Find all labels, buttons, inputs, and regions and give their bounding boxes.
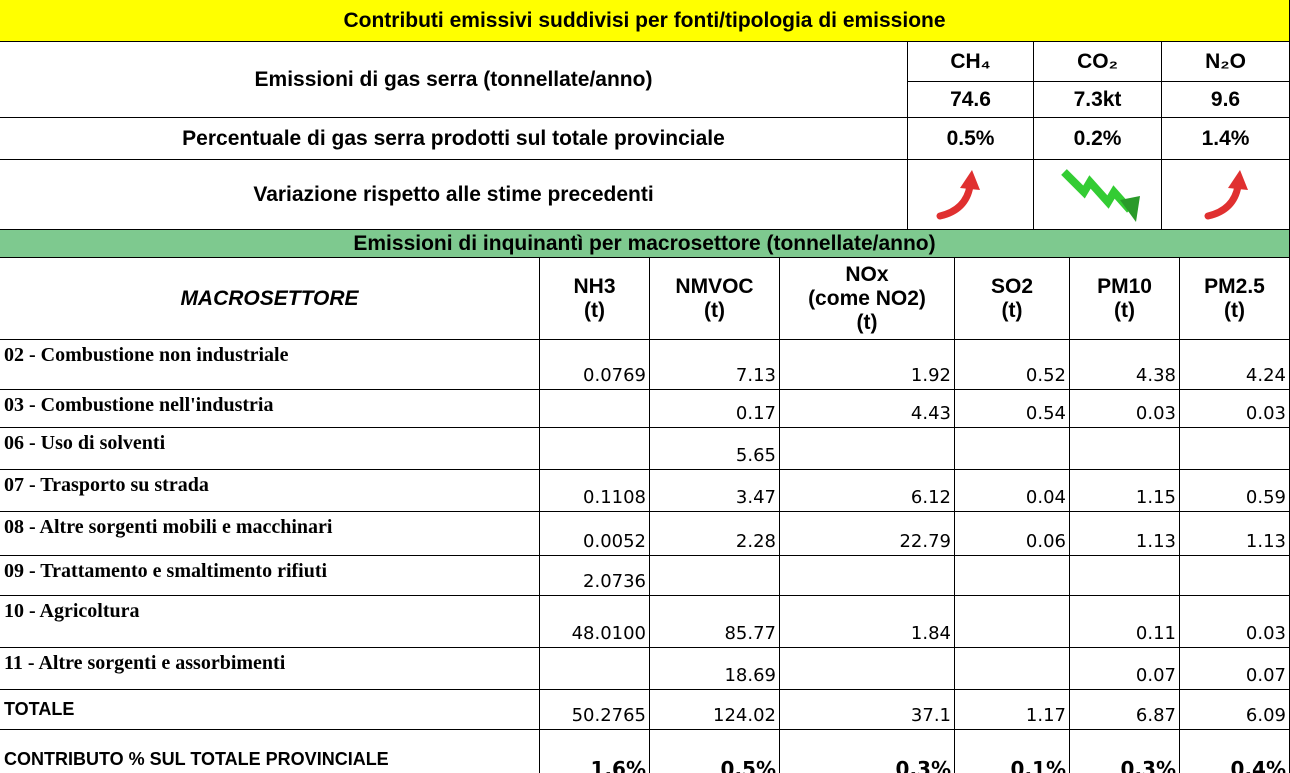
emission-value: 5.65: [649, 427, 780, 470]
column-header: PM10 (t): [1069, 257, 1180, 340]
gas-value: 7.3kt: [1033, 81, 1162, 118]
emission-value: 18.69: [649, 647, 780, 690]
emission-value: 0.52: [954, 339, 1070, 390]
sector-name: 06 - Uso di solventi: [0, 427, 540, 470]
emission-value: 1.13: [1069, 511, 1180, 556]
emission-value: [539, 427, 650, 470]
emission-value: 0.04: [954, 469, 1070, 512]
column-header: MACROSETTORE: [0, 257, 540, 340]
sector-name: 08 - Altre sorgenti mobili e macchinari: [0, 511, 540, 556]
emission-value: [1069, 427, 1180, 470]
emission-value: 22.79: [779, 511, 955, 556]
emission-value: 0.11: [1069, 595, 1180, 648]
emission-value: 6.12: [779, 469, 955, 512]
trend-up-arrow: [936, 170, 980, 220]
emission-value: 7.13: [649, 339, 780, 390]
sheet-title: Contributi emissivi suddivisi per fonti/…: [0, 0, 1290, 42]
total-value: 6.87: [1069, 689, 1180, 730]
emission-value: 0.1108: [539, 469, 650, 512]
contribution-value: 0.3%: [1069, 729, 1180, 773]
sector-name: 10 - Agricoltura: [0, 595, 540, 648]
sector-name: 09 - Trattamento e smaltimento rifiuti: [0, 555, 540, 596]
total-value: 1.17: [954, 689, 1070, 730]
gas-percent: 0.2%: [1033, 117, 1162, 160]
emission-value: 3.47: [649, 469, 780, 512]
emission-value: 0.0052: [539, 511, 650, 556]
contribution-value: 0.5%: [649, 729, 780, 773]
gas-name: N₂O: [1161, 41, 1290, 82]
emission-value: 0.03: [1069, 389, 1180, 428]
total-value: 37.1: [779, 689, 955, 730]
emission-value: [954, 427, 1070, 470]
emission-value: 0.03: [1179, 595, 1290, 648]
emission-value: [954, 595, 1070, 648]
sector-name: 02 - Combustione non industriale: [0, 339, 540, 390]
emission-value: 0.03: [1179, 389, 1290, 428]
emission-value: [779, 427, 955, 470]
total-label: TOTALE: [0, 689, 540, 730]
emission-value: [954, 555, 1070, 596]
emission-value: 1.15: [1069, 469, 1180, 512]
sector-name: 03 - Combustione nell'industria: [0, 389, 540, 428]
emission-value: [779, 555, 955, 596]
contribution-value: 0.4%: [1179, 729, 1290, 773]
total-value: 124.02: [649, 689, 780, 730]
pollutants-title: Emissioni di inquinantì per macrosettore…: [0, 229, 1290, 258]
emission-value: 0.59: [1179, 469, 1290, 512]
emission-value: 1.92: [779, 339, 955, 390]
contribution-value: 0.1%: [954, 729, 1070, 773]
emission-value: 4.24: [1179, 339, 1290, 390]
gas-name: CO₂: [1033, 41, 1162, 82]
emission-value: 85.77: [649, 595, 780, 648]
percent-label: Percentuale di gas serra prodotti sul to…: [0, 117, 908, 160]
emission-value: [539, 647, 650, 690]
column-header: NOx (come NO2) (t): [779, 257, 955, 340]
contribution-label: CONTRIBUTO % SUL TOTALE PROVINCIALE: [0, 729, 540, 773]
emission-value: 0.0769: [539, 339, 650, 390]
emission-value: 0.07: [1069, 647, 1180, 690]
total-value: 6.09: [1179, 689, 1290, 730]
emission-value: [649, 555, 780, 596]
gas-value: 9.6: [1161, 81, 1290, 118]
emission-value: 4.43: [779, 389, 955, 428]
emission-value: 48.0100: [539, 595, 650, 648]
emission-value: 2.0736: [539, 555, 650, 596]
trend-down-arrow: [1061, 169, 1140, 222]
column-header: PM2.5 (t): [1179, 257, 1290, 340]
emission-value: [1069, 555, 1180, 596]
emission-value: 0.54: [954, 389, 1070, 428]
column-header: SO2 (t): [954, 257, 1070, 340]
sector-name: 11 - Altre sorgenti e assorbimenti: [0, 647, 540, 690]
sector-name: 07 - Trasporto su strada: [0, 469, 540, 512]
contribution-value: 1.6%: [539, 729, 650, 773]
emission-value: 0.17: [649, 389, 780, 428]
emission-value: 0.06: [954, 511, 1070, 556]
emission-value: 0.07: [1179, 647, 1290, 690]
emission-value: 1.84: [779, 595, 955, 648]
contribution-value: 0.3%: [779, 729, 955, 773]
variation-label: Variazione rispetto alle stime precedent…: [0, 159, 908, 230]
gas-name: CH₄: [907, 41, 1034, 82]
emission-value: [779, 647, 955, 690]
emission-value: 4.38: [1069, 339, 1180, 390]
column-header: NMVOC (t): [649, 257, 780, 340]
emission-value: [1179, 427, 1290, 470]
column-header: NH3 (t): [539, 257, 650, 340]
gas-percent: 1.4%: [1161, 117, 1290, 160]
trend-up-arrow: [1204, 170, 1248, 220]
emission-value: 2.28: [649, 511, 780, 556]
total-value: 50.2765: [539, 689, 650, 730]
emission-value: 1.13: [1179, 511, 1290, 556]
emission-value: [954, 647, 1070, 690]
gas-percent: 0.5%: [907, 117, 1034, 160]
emission-value: [1179, 555, 1290, 596]
gas-value: 74.6: [907, 81, 1034, 118]
emission-value: [539, 389, 650, 428]
gas-label: Emissioni di gas serra (tonnellate/anno): [0, 41, 908, 118]
